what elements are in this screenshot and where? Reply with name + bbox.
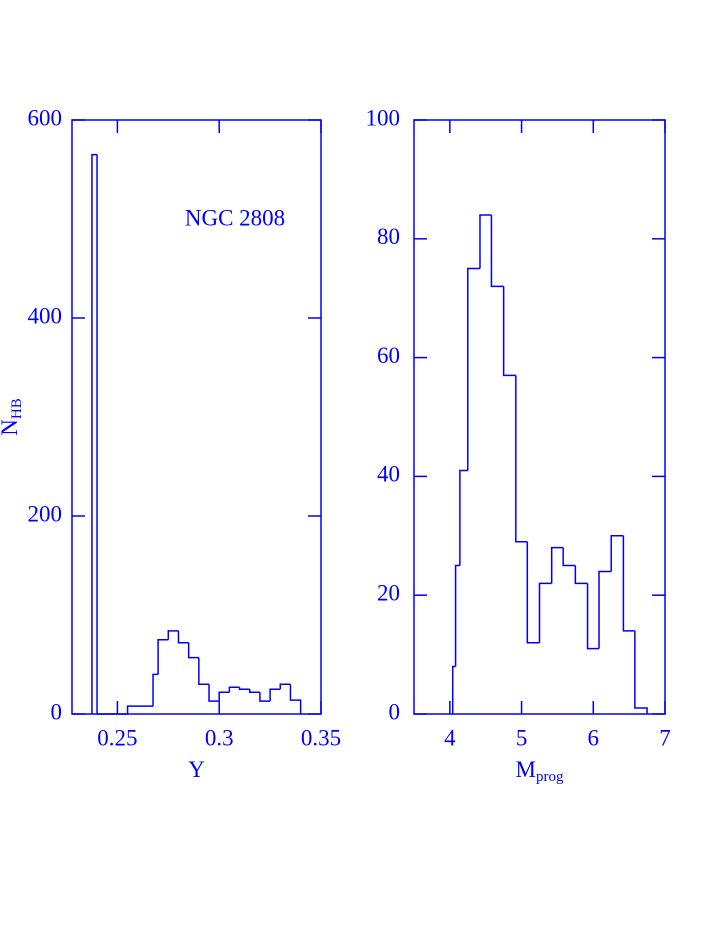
- histogram-bin: [248, 689, 260, 693]
- axis-label: Mprog: [516, 757, 564, 785]
- annotation: NGC 2808: [185, 205, 285, 230]
- histogram-bin: [610, 535, 624, 572]
- histogram-bin: [454, 564, 460, 667]
- x-tick-label: 5: [516, 725, 528, 750]
- histogram-bin: [598, 570, 612, 649]
- axis-label-sub: HB: [9, 398, 25, 419]
- histogram-bin: [550, 546, 564, 584]
- histogram-bin: [187, 642, 199, 659]
- axis-label-main: N: [0, 419, 22, 436]
- axis-label: NHB: [0, 398, 25, 435]
- histogram-bin: [490, 215, 504, 288]
- axis-label-main: Y: [188, 757, 205, 782]
- x-tick-label: 0.3: [205, 725, 234, 750]
- histogram-bin: [96, 154, 128, 715]
- histogram-bin: [269, 688, 281, 702]
- histogram-bin: [208, 684, 220, 702]
- x-tick-label: 0.25: [97, 725, 137, 750]
- histogram-bin: [574, 565, 588, 585]
- histogram-bin: [562, 547, 576, 567]
- histogram-bin: [238, 687, 250, 690]
- histogram-bin: [479, 214, 492, 269]
- y-tick-label: 100: [366, 105, 401, 130]
- histogram-bin: [515, 375, 528, 543]
- x-tick-label: 4: [444, 725, 456, 750]
- y-tick-label: 400: [28, 303, 63, 328]
- histogram-bin: [634, 630, 648, 714]
- histogram-bin: [586, 583, 600, 650]
- y-tick-label: 0: [389, 699, 401, 724]
- y-tick-label: 200: [28, 501, 63, 526]
- histogram-bin: [622, 535, 635, 632]
- histogram-bin: [502, 286, 516, 377]
- y-tick-label: 60: [377, 343, 400, 368]
- histogram-bin: [289, 684, 302, 714]
- plot-frame: [413, 119, 666, 715]
- x-tick-label: 6: [588, 725, 600, 750]
- x-tick-label: 7: [659, 725, 671, 750]
- axis-label-main: M: [516, 757, 536, 782]
- histogram-bin: [177, 630, 189, 644]
- y-tick-label: 600: [28, 105, 63, 130]
- axis-label: Y: [188, 757, 205, 782]
- y-tick-label: 20: [377, 580, 400, 605]
- histogram-bin: [538, 582, 552, 643]
- histogram-bin: [467, 267, 480, 471]
- histogram-bin: [157, 639, 169, 675]
- histogram-bin: [451, 665, 456, 714]
- histogram-bin: [259, 692, 271, 702]
- histogram-bin: [91, 153, 98, 714]
- histogram-bin: [198, 657, 210, 686]
- y-tick-label: 80: [377, 224, 400, 249]
- y-tick-label: 40: [377, 462, 400, 487]
- x-tick-label: 0.35: [301, 725, 341, 750]
- histogram-bin: [152, 673, 159, 707]
- histogram-bin: [126, 705, 154, 714]
- histogram-bin: [459, 469, 468, 566]
- histogram-bin: [167, 630, 179, 640]
- plot-frame: [71, 119, 322, 715]
- histogram-bin: [526, 541, 540, 644]
- histogram-bin: [279, 683, 291, 690]
- histogram-bin: [228, 686, 240, 693]
- histogram-bin: [218, 691, 230, 702]
- axis-label-sub: prog: [536, 769, 564, 785]
- y-tick-label: 0: [51, 699, 63, 724]
